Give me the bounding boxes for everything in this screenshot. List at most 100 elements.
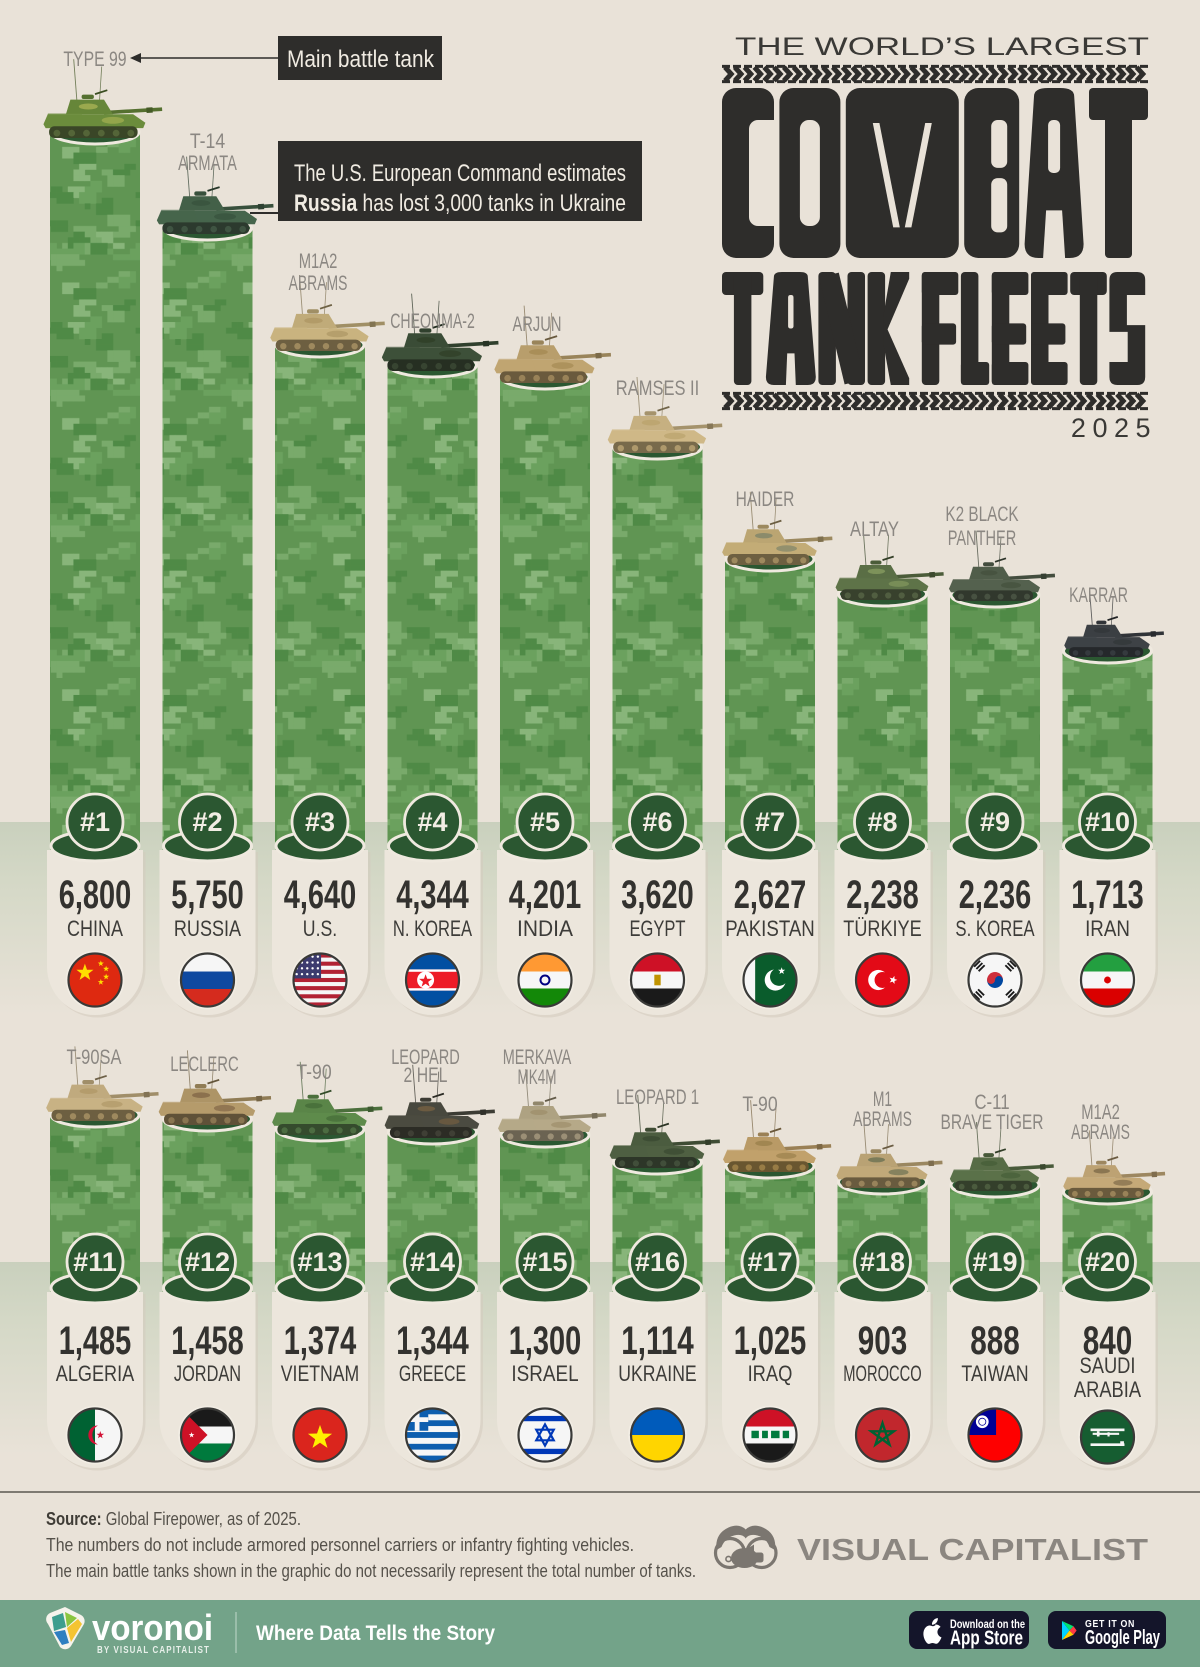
svg-text:INDIA: INDIA [517,916,573,941]
svg-text:888: 888 [970,1319,1020,1363]
svg-text:App Store: App Store [950,1627,1023,1650]
svg-text:ABRAMS: ABRAMS [1071,1121,1130,1144]
svg-text:MK4M: MK4M [518,1066,557,1089]
svg-text:1,344: 1,344 [396,1319,469,1363]
svg-text:The numbers do not include arm: The numbers do not include armored perso… [46,1535,634,1555]
svg-text:1,300: 1,300 [509,1319,582,1363]
svg-text:2,238: 2,238 [846,873,919,917]
svg-text:Google Play: Google Play [1085,1626,1160,1649]
svg-text:#12: #12 [185,1247,230,1277]
svg-text:6,800: 6,800 [59,873,132,917]
svg-text:BY VISUAL CAPITALIST: BY VISUAL CAPITALIST [97,1645,210,1656]
svg-text:#6: #6 [642,807,672,837]
svg-text:TAIWAN: TAIWAN [961,1361,1028,1386]
svg-text:Main battle tank: Main battle tank [287,46,435,73]
svg-text:ISRAEL: ISRAEL [511,1361,578,1386]
svg-text:IRAQ: IRAQ [748,1361,793,1386]
svg-text:LEOPARD 1: LEOPARD 1 [616,1086,699,1109]
svg-text:2,627: 2,627 [734,873,807,917]
svg-text:THE WORLD’S LARGEST: THE WORLD’S LARGEST [735,33,1149,61]
svg-text:#10: #10 [1085,807,1130,837]
svg-text:5,750: 5,750 [171,873,244,917]
svg-text:CHINA: CHINA [67,916,123,941]
svg-text:TYPE 99: TYPE 99 [63,48,126,71]
svg-text:840: 840 [1083,1319,1133,1363]
svg-text:1,374: 1,374 [284,1319,357,1363]
svg-text:voronoi: voronoi [92,1607,213,1648]
svg-text:ARMATA: ARMATA [178,152,237,175]
svg-text:#16: #16 [635,1247,680,1277]
svg-text:RUSSIA: RUSSIA [174,916,241,941]
svg-text:U.S.: U.S. [303,916,337,941]
svg-text:4,344: 4,344 [396,873,469,917]
svg-text:RAMSES II: RAMSES II [616,377,699,400]
svg-text:UKRAINE: UKRAINE [618,1361,696,1386]
svg-text:#13: #13 [297,1247,342,1277]
svg-text:M1A2: M1A2 [299,250,338,273]
svg-text:2,236: 2,236 [959,873,1032,917]
svg-text:JORDAN: JORDAN [174,1361,241,1386]
svg-text:LECLERC: LECLERC [170,1053,239,1076]
svg-text:TÜRKIYE: TÜRKIYE [843,916,921,941]
svg-text:T-90: T-90 [296,1061,331,1084]
svg-text:CHEONMA-2: CHEONMA-2 [390,310,475,333]
svg-text:KARRAR: KARRAR [1069,584,1128,607]
svg-text:ALGERIA: ALGERIA [56,1361,135,1386]
svg-text:N. KOREA: N. KOREA [393,916,472,941]
svg-text:3,620: 3,620 [621,873,694,917]
svg-text:#9: #9 [980,807,1010,837]
svg-text:Russia has lost 3,000 tanks in: Russia has lost 3,000 tanks in Ukraine [294,190,626,217]
svg-text:S. KOREA: S. KOREA [955,916,1034,941]
svg-text:#19: #19 [972,1247,1017,1277]
svg-text:#4: #4 [417,807,447,837]
svg-text:K2 BLACK: K2 BLACK [945,503,1018,526]
svg-text:SAUDI: SAUDI [1080,1353,1136,1378]
svg-text:GET IT ON: GET IT ON [1085,1618,1135,1630]
svg-text:Where Data Tells the Story: Where Data Tells the Story [256,1622,495,1645]
svg-text:T-14: T-14 [190,130,226,153]
svg-text:The U.S. European Command esti: The U.S. European Command estimates [294,160,626,187]
svg-text:GREECE: GREECE [399,1361,466,1386]
svg-text:#18: #18 [860,1247,905,1277]
svg-text:PANTHER: PANTHER [948,527,1017,550]
svg-text:4,201: 4,201 [509,873,582,917]
svg-text:ALTAY: ALTAY [850,518,899,541]
svg-text:1,114: 1,114 [621,1319,694,1363]
svg-text:IRAN: IRAN [1085,916,1130,941]
svg-text:#11: #11 [73,1247,117,1277]
svg-text:#2: #2 [192,807,222,837]
svg-text:ARJUN: ARJUN [513,313,562,336]
svg-text:#5: #5 [530,807,560,837]
svg-text:VIETNAM: VIETNAM [281,1361,359,1386]
svg-text:4,640: 4,640 [284,873,357,917]
svg-text:#17: #17 [747,1247,792,1277]
svg-text:2 HEL: 2 HEL [404,1064,448,1087]
svg-text:#15: #15 [522,1247,567,1277]
svg-text:1,458: 1,458 [171,1319,244,1363]
svg-text:ARABIA: ARABIA [1074,1377,1141,1402]
svg-text:1,713: 1,713 [1071,873,1144,917]
svg-text:2025: 2025 [1071,413,1157,443]
svg-text:ABRAMS: ABRAMS [289,272,348,295]
svg-text:#1: #1 [80,807,110,837]
svg-text:The main battle tanks shown in: The main battle tanks shown in the graph… [46,1561,696,1581]
svg-text:T-90: T-90 [742,1093,777,1116]
svg-text:1,025: 1,025 [734,1319,807,1363]
svg-text:M1: M1 [873,1088,892,1111]
svg-text:#20: #20 [1085,1247,1130,1277]
svg-text:MOROCCO: MOROCCO [843,1361,921,1386]
svg-text:#3: #3 [305,807,335,837]
svg-text:BRAVE TIGER: BRAVE TIGER [941,1111,1044,1134]
svg-text:C-11: C-11 [974,1091,1009,1114]
svg-text:#7: #7 [755,807,785,837]
svg-text:M1A2: M1A2 [1081,1101,1120,1124]
svg-text:T-90SA: T-90SA [67,1046,122,1069]
svg-text:Download on the: Download on the [950,1619,1025,1631]
svg-text:EGYPT: EGYPT [630,916,686,941]
svg-text:PAKISTAN: PAKISTAN [725,916,815,941]
svg-text:ABRAMS: ABRAMS [853,1108,912,1131]
svg-text:903: 903 [858,1319,908,1363]
svg-text:1,485: 1,485 [59,1319,132,1363]
svg-text:MERKAVA: MERKAVA [503,1046,572,1069]
svg-text:LEOPARD: LEOPARD [391,1046,460,1069]
